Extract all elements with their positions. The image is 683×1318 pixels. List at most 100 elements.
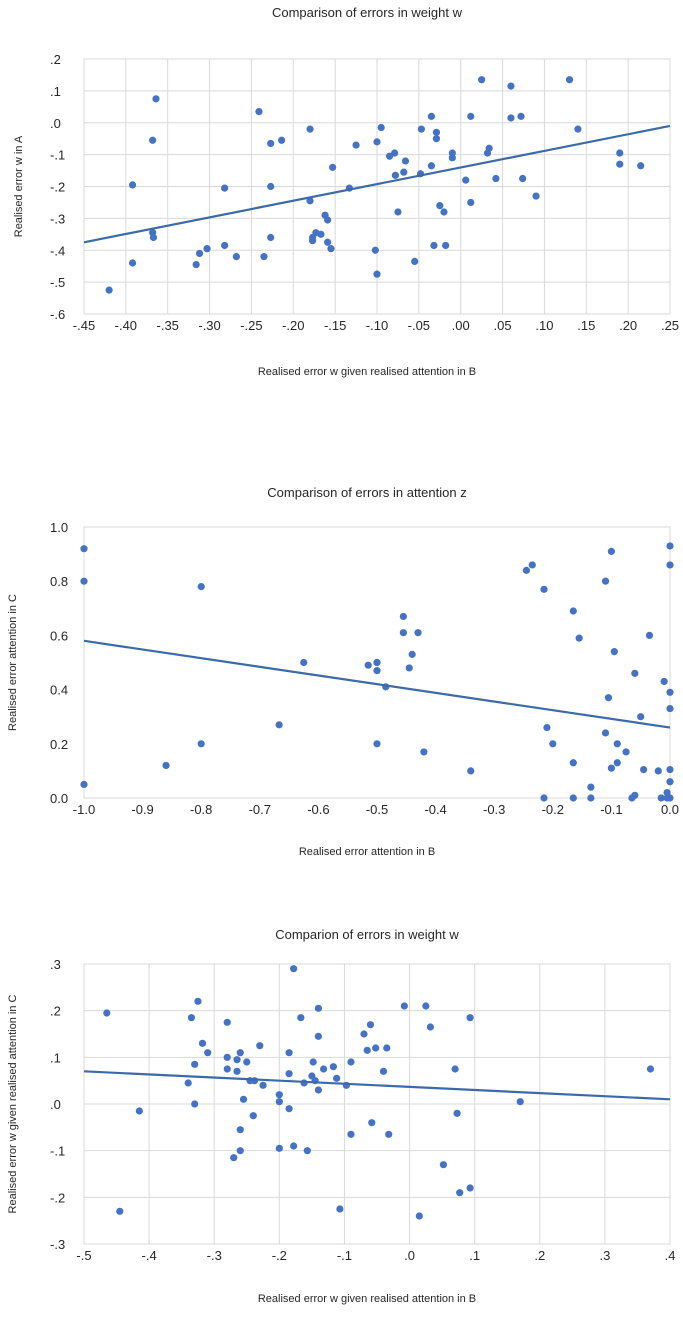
data-point	[275, 1144, 283, 1152]
data-point	[306, 125, 314, 133]
data-point	[666, 688, 674, 696]
y-tick-label: 0.8	[50, 574, 68, 589]
data-point	[575, 634, 583, 642]
data-point	[233, 1067, 241, 1075]
data-point	[221, 184, 229, 192]
data-point	[666, 542, 674, 550]
data-point	[613, 740, 621, 748]
data-point	[399, 629, 407, 637]
data-point	[329, 1063, 337, 1071]
y-tick-label: .1	[50, 1050, 61, 1065]
data-point	[427, 112, 436, 120]
data-point	[549, 740, 557, 748]
y-tick-label: .0	[50, 116, 61, 131]
data-point	[230, 1154, 238, 1162]
data-point	[492, 174, 500, 183]
data-point	[260, 253, 268, 261]
x-tick-label: -.05	[408, 318, 430, 333]
data-point	[385, 1130, 393, 1138]
x-tick-label: -.1	[337, 1248, 352, 1263]
data-point	[187, 1014, 196, 1022]
data-point	[297, 1014, 305, 1022]
x-tick-label: -0.5	[366, 802, 388, 817]
data-point	[236, 1147, 244, 1155]
data-point	[256, 1042, 264, 1050]
data-point	[430, 241, 438, 250]
data-point	[507, 114, 515, 122]
data-point	[569, 759, 577, 767]
x-tick-label: .3	[599, 1248, 610, 1263]
data-point	[373, 740, 381, 748]
data-point	[420, 748, 428, 756]
y-tick-label: -.6	[50, 307, 65, 322]
data-point	[184, 1079, 192, 1087]
data-point	[519, 174, 527, 183]
data-point	[613, 759, 621, 767]
x-tick-label: .0	[404, 1248, 415, 1263]
data-point	[267, 233, 275, 242]
data-point	[314, 1004, 322, 1012]
x-tick-label: .05	[494, 318, 512, 333]
data-point	[467, 198, 475, 207]
data-point	[440, 208, 448, 216]
data-point	[637, 713, 645, 721]
data-point	[333, 1074, 341, 1082]
x-tick-label: -.3	[207, 1248, 222, 1263]
data-point	[324, 238, 332, 246]
trendline	[83, 124, 671, 244]
data-point	[657, 794, 665, 802]
data-point	[290, 1142, 298, 1150]
data-point	[135, 1107, 143, 1115]
data-point	[601, 577, 610, 585]
data-point	[462, 176, 470, 184]
data-point	[439, 1161, 448, 1169]
data-point	[152, 95, 160, 103]
data-point	[352, 141, 360, 149]
data-point	[275, 1091, 283, 1099]
data-point	[467, 767, 475, 775]
plot-area	[83, 963, 671, 1245]
data-point	[478, 76, 486, 84]
x-tick-label: -0.2	[542, 802, 564, 817]
data-point	[317, 230, 325, 238]
x-axis-label: Realised error w given realised attentio…	[258, 1293, 476, 1305]
y-tick-label: -.2	[50, 1190, 65, 1205]
chart-title: Comparion of errors in weight w	[275, 927, 459, 942]
data-point	[277, 136, 286, 144]
data-point	[528, 561, 536, 569]
data-point	[540, 585, 548, 593]
data-point	[637, 162, 645, 170]
data-point	[236, 1049, 244, 1057]
data-point	[197, 740, 205, 748]
y-tick-label: .0	[50, 1097, 61, 1112]
data-point	[232, 253, 240, 261]
data-point	[285, 1105, 293, 1113]
data-point	[373, 658, 381, 667]
data-point	[604, 694, 613, 702]
data-point	[610, 648, 618, 656]
data-point	[128, 259, 137, 267]
data-point	[197, 583, 205, 591]
data-point	[373, 667, 381, 675]
data-point	[485, 144, 493, 152]
x-tick-label: .10	[535, 318, 553, 333]
chart-title: Comparison of errors in weight w	[272, 5, 463, 20]
data-point	[442, 241, 450, 250]
data-point	[543, 723, 551, 732]
data-point	[666, 561, 674, 569]
y-tick-label: -.3	[50, 211, 65, 226]
y-tick-label: .2	[50, 1004, 61, 1019]
data-point	[640, 765, 648, 774]
data-point	[223, 1065, 231, 1073]
data-point	[660, 677, 668, 686]
data-point	[239, 1095, 248, 1103]
data-point	[300, 658, 308, 667]
data-point	[663, 788, 671, 797]
data-point	[522, 566, 531, 574]
x-axis-label: Realised error attention in B	[299, 846, 435, 858]
data-point	[391, 171, 400, 179]
y-tick-label: -.3	[50, 1237, 65, 1252]
data-point	[372, 1044, 380, 1052]
data-point	[432, 135, 441, 143]
